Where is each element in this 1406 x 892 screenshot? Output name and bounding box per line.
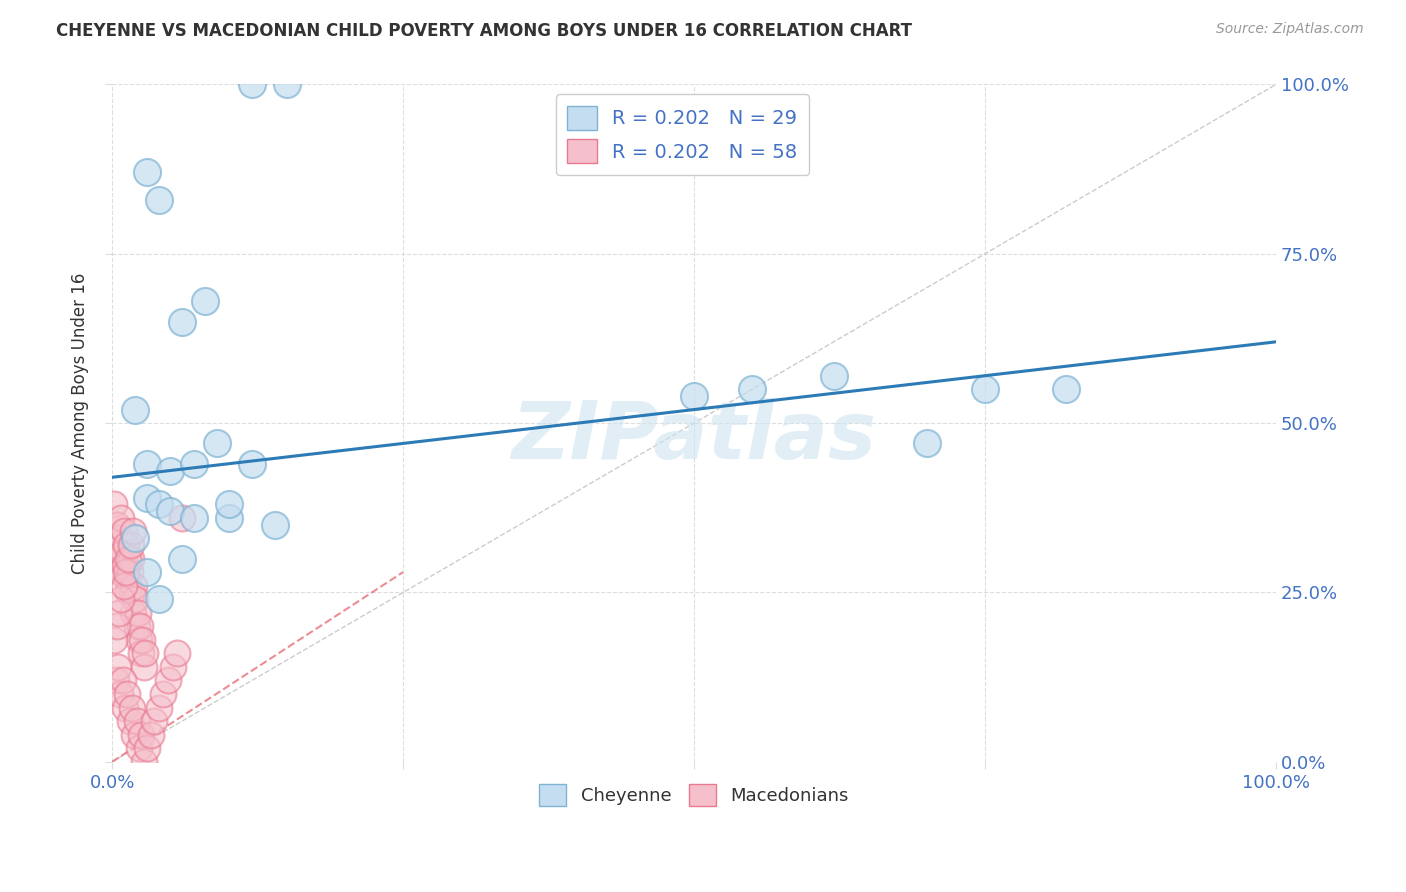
- Point: [129, 728, 152, 742]
- Point: [741, 382, 763, 396]
- Point: [218, 497, 240, 511]
- Point: [136, 165, 159, 179]
- Point: [136, 741, 159, 756]
- Point: [107, 660, 129, 674]
- Point: [110, 565, 132, 579]
- Point: [121, 700, 143, 714]
- Point: [132, 755, 155, 769]
- Point: [122, 524, 145, 539]
- Point: [134, 647, 156, 661]
- Point: [683, 389, 706, 403]
- Point: [127, 606, 149, 620]
- Point: [108, 606, 131, 620]
- Point: [118, 714, 141, 728]
- Point: [162, 660, 184, 674]
- Point: [915, 436, 938, 450]
- Point: [128, 632, 150, 647]
- Point: [136, 491, 159, 505]
- Point: [112, 579, 135, 593]
- Point: [124, 592, 146, 607]
- Point: [183, 511, 205, 525]
- Point: [117, 572, 139, 586]
- Point: [110, 511, 132, 525]
- Point: [240, 78, 263, 92]
- Point: [136, 457, 159, 471]
- Point: [264, 517, 287, 532]
- Point: [139, 728, 162, 742]
- Point: [148, 497, 170, 511]
- Y-axis label: Child Poverty Among Boys Under 16: Child Poverty Among Boys Under 16: [72, 272, 89, 574]
- Point: [103, 497, 125, 511]
- Point: [974, 382, 997, 396]
- Point: [120, 551, 142, 566]
- Point: [114, 700, 136, 714]
- Point: [103, 632, 125, 647]
- Point: [124, 402, 146, 417]
- Point: [183, 457, 205, 471]
- Point: [132, 660, 155, 674]
- Text: ZIPatlas: ZIPatlas: [512, 398, 876, 475]
- Point: [152, 687, 174, 701]
- Point: [240, 457, 263, 471]
- Point: [110, 687, 132, 701]
- Point: [115, 565, 138, 579]
- Point: [170, 511, 193, 525]
- Point: [205, 436, 228, 450]
- Point: [148, 193, 170, 207]
- Point: [136, 565, 159, 579]
- Point: [104, 673, 127, 688]
- Point: [108, 531, 131, 545]
- Point: [122, 579, 145, 593]
- Point: [110, 592, 132, 607]
- Text: Source: ZipAtlas.com: Source: ZipAtlas.com: [1216, 22, 1364, 37]
- Point: [128, 741, 150, 756]
- Point: [129, 647, 152, 661]
- Point: [121, 585, 143, 599]
- Point: [143, 714, 166, 728]
- Point: [111, 673, 134, 688]
- Point: [170, 551, 193, 566]
- Point: [823, 368, 845, 383]
- Text: CHEYENNE VS MACEDONIAN CHILD POVERTY AMONG BOYS UNDER 16 CORRELATION CHART: CHEYENNE VS MACEDONIAN CHILD POVERTY AMO…: [56, 22, 912, 40]
- Point: [194, 294, 217, 309]
- Point: [124, 531, 146, 545]
- Point: [125, 714, 148, 728]
- Point: [111, 545, 134, 559]
- Point: [276, 78, 298, 92]
- Point: [125, 619, 148, 633]
- Point: [170, 314, 193, 328]
- Point: [117, 687, 139, 701]
- Point: [122, 606, 145, 620]
- Point: [1056, 382, 1078, 396]
- Point: [118, 565, 141, 579]
- Point: [218, 511, 240, 525]
- Point: [120, 538, 142, 552]
- Point: [117, 551, 139, 566]
- Point: [166, 647, 188, 661]
- Point: [104, 538, 127, 552]
- Point: [148, 592, 170, 607]
- Point: [105, 517, 128, 532]
- Point: [159, 463, 181, 477]
- Point: [148, 700, 170, 714]
- Point: [129, 619, 152, 633]
- Point: [122, 728, 145, 742]
- Point: [115, 538, 138, 552]
- Point: [131, 632, 153, 647]
- Point: [157, 673, 180, 688]
- Point: [117, 585, 139, 599]
- Legend: Cheyenne, Macedonians: Cheyenne, Macedonians: [531, 777, 856, 814]
- Point: [112, 524, 135, 539]
- Point: [105, 619, 128, 633]
- Point: [114, 558, 136, 573]
- Point: [107, 551, 129, 566]
- Point: [159, 504, 181, 518]
